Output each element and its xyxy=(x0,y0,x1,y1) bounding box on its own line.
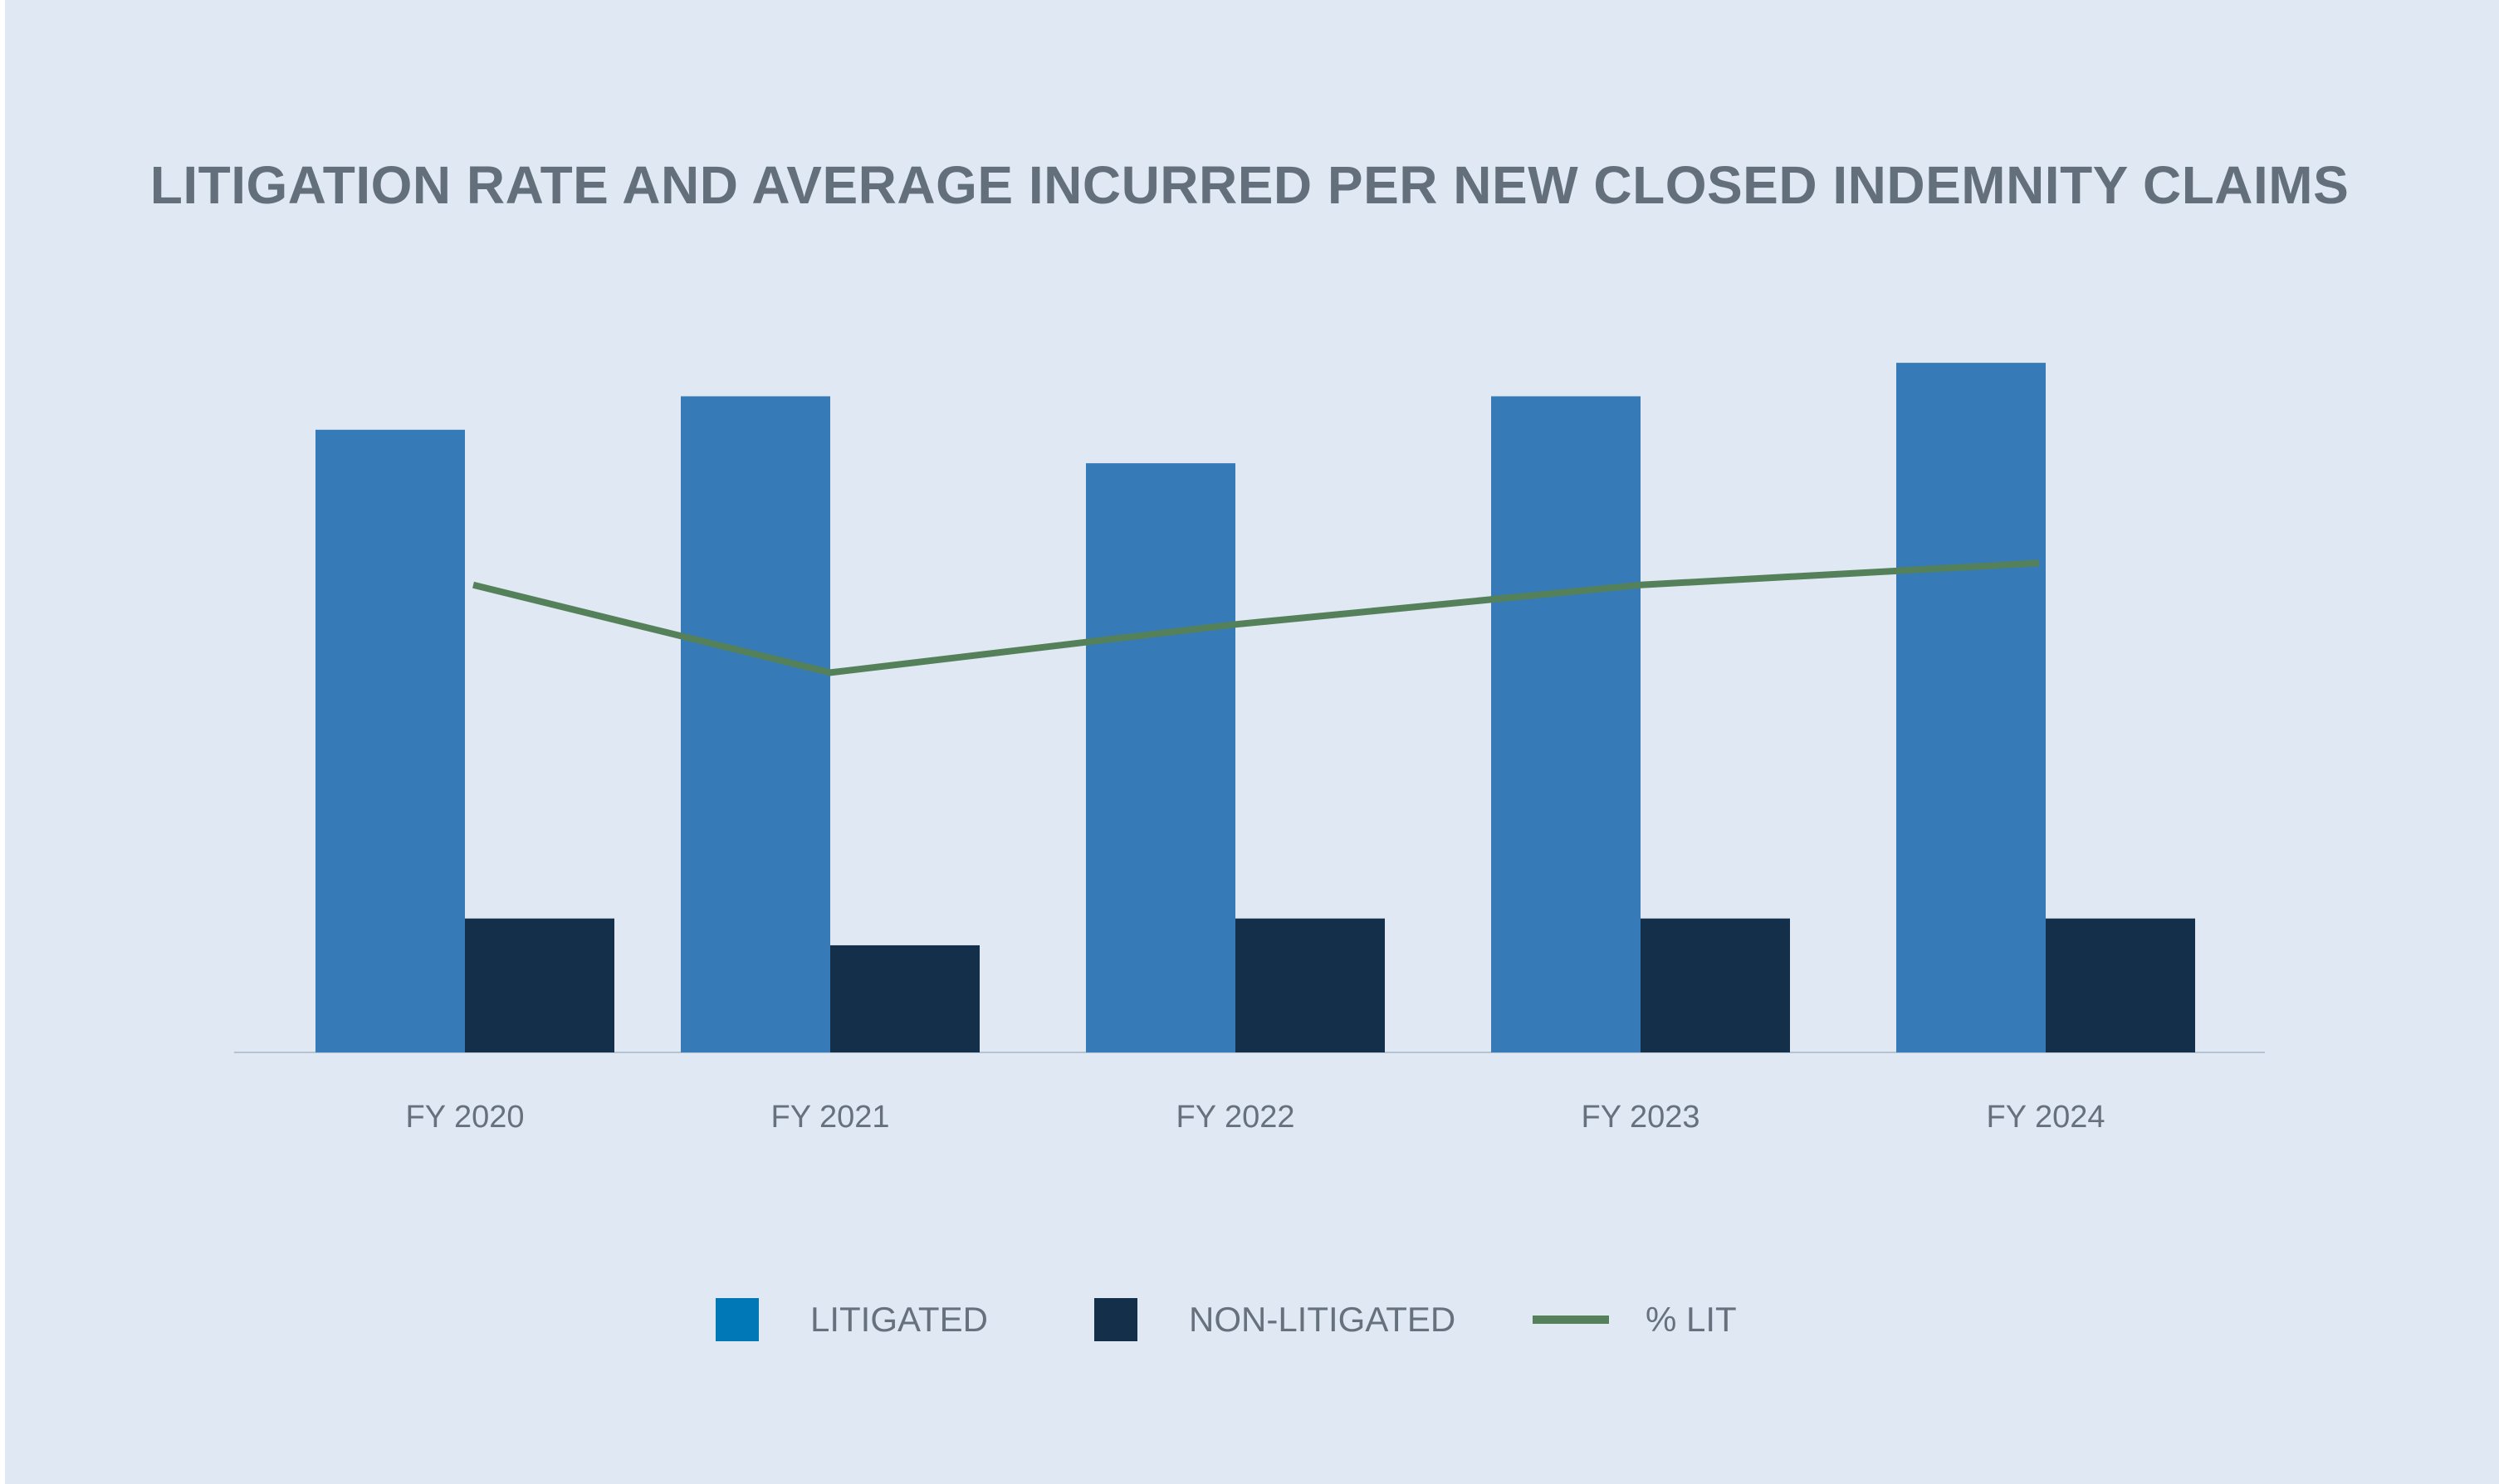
x-tick-label: FY 2022 xyxy=(1176,1100,1295,1135)
legend-label-litigated: LITIGATED xyxy=(810,1300,988,1339)
legend-item-pct-lit: % LIT xyxy=(1533,1296,1737,1343)
pct-lit-line xyxy=(472,559,2040,676)
pct-lit-points xyxy=(472,563,2040,673)
x-tick-label: FY 2023 xyxy=(1582,1100,1700,1135)
bar-non-litigated-fy-2023 xyxy=(1641,918,1790,1052)
x-tick-labels: FY 2020 FY 2021 FY 2022 FY 2023 FY 2024 xyxy=(406,1100,2105,1135)
legend-swatch-non-litigated xyxy=(1094,1298,1137,1341)
legend-label-pct-lit: % LIT xyxy=(1646,1300,1737,1339)
legend-swatch-pct-lit xyxy=(1533,1316,1609,1324)
bar-non-litigated-fy-2021 xyxy=(830,945,980,1052)
bar-litigated-fy-2022 xyxy=(1086,463,1235,1052)
bars-non-litigated xyxy=(465,918,2195,1052)
bars-litigated xyxy=(315,363,2046,1053)
legend-label-non-litigated: NON-LITIGATED xyxy=(1189,1300,1456,1339)
bar-litigated-fy-2023 xyxy=(1491,396,1641,1052)
bar-litigated-fy-2024 xyxy=(1896,363,2046,1053)
legend-swatch-litigated xyxy=(716,1298,759,1341)
chart-title: LITIGATION RATE AND AVERAGE INCURRED PER… xyxy=(149,155,2350,215)
bar-non-litigated-fy-2022 xyxy=(1235,918,1385,1052)
legend: LITIGATED NON-LITIGATED % LIT xyxy=(0,1296,2499,1343)
bar-non-litigated-fy-2020 xyxy=(465,918,614,1052)
x-tick-label: FY 2020 xyxy=(406,1100,525,1135)
legend-item-litigated: LITIGATED xyxy=(716,1296,988,1343)
bar-non-litigated-fy-2024 xyxy=(2046,918,2195,1052)
x-tick-label: FY 2024 xyxy=(1987,1100,2105,1135)
legend-item-non-litigated: NON-LITIGATED xyxy=(1094,1296,1455,1343)
bar-litigated-fy-2020 xyxy=(315,429,465,1052)
bar-litigated-fy-2021 xyxy=(681,396,830,1052)
x-tick-label: FY 2021 xyxy=(771,1100,890,1135)
